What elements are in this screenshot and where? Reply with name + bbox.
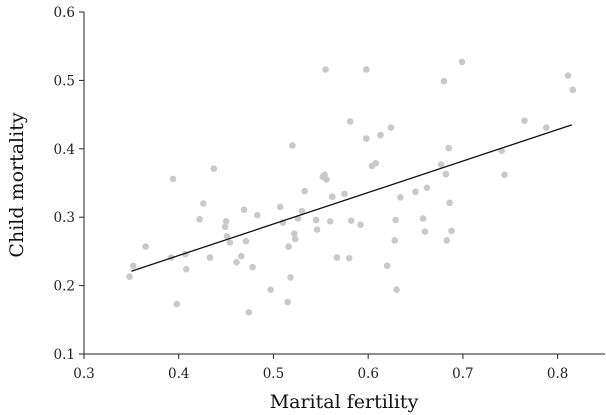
data-point: [206, 254, 214, 261]
x-tick-label: 0.3: [73, 366, 94, 382]
data-points: [126, 58, 577, 316]
data-point: [285, 243, 292, 250]
data-point: [443, 237, 451, 244]
data-point: [200, 200, 207, 207]
y-tick-label: 0.6: [54, 5, 75, 21]
data-point: [387, 124, 395, 131]
data-point: [313, 226, 321, 233]
data-point: [458, 58, 466, 66]
data-point: [276, 203, 284, 211]
data-point: [446, 199, 453, 207]
data-point: [284, 298, 291, 306]
x-axis: 0.3 0.4 0.5 0.6 0.7 0.8: [73, 353, 605, 382]
x-tick-label: 0.6: [357, 366, 378, 382]
data-point: [345, 254, 353, 262]
data-point: [346, 118, 354, 125]
data-point: [437, 161, 445, 168]
data-point: [291, 235, 299, 243]
data-point: [245, 308, 253, 316]
data-point: [501, 171, 508, 179]
data-point: [173, 300, 181, 308]
y-axis-title: Child mortality: [6, 112, 28, 257]
data-point: [442, 170, 450, 178]
y-tick-label: 0.4: [54, 142, 75, 158]
data-point: [419, 215, 427, 222]
data-point: [290, 230, 298, 237]
data-point: [326, 218, 334, 225]
data-point: [254, 211, 261, 219]
data-point: [233, 259, 240, 266]
data-point: [328, 193, 336, 200]
data-point: [323, 176, 330, 183]
data-point: [126, 273, 133, 281]
data-point: [242, 237, 250, 245]
data-point: [393, 286, 400, 294]
data-point: [412, 188, 419, 196]
data-point: [210, 165, 218, 172]
data-point: [289, 142, 296, 149]
data-point: [322, 66, 329, 73]
data-point: [445, 144, 453, 152]
data-point: [357, 221, 364, 229]
data-point: [298, 207, 306, 215]
data-point: [169, 175, 177, 183]
data-point: [312, 216, 320, 224]
data-point: [521, 117, 528, 125]
data-point: [222, 218, 230, 225]
data-point: [362, 135, 370, 142]
data-point: [129, 262, 137, 270]
data-point: [448, 227, 455, 235]
data-point: [542, 124, 550, 131]
y-tick-label: 0.3: [54, 210, 75, 226]
trend-line: [131, 124, 573, 272]
data-point: [237, 252, 245, 260]
data-point: [569, 86, 577, 94]
data-point: [142, 243, 149, 250]
x-tick-label: 0.4: [168, 366, 189, 382]
data-point: [226, 239, 234, 246]
x-axis-title: Marital fertility: [270, 391, 419, 413]
data-point: [392, 216, 399, 224]
y-tick-label: 0.1: [54, 347, 75, 363]
trend-line-group: [131, 124, 573, 272]
data-point: [341, 190, 348, 198]
data-point: [421, 228, 429, 235]
data-point: [267, 286, 274, 294]
data-point: [183, 265, 190, 273]
data-point: [383, 262, 391, 270]
x-tick-label: 0.5: [263, 366, 284, 382]
y-tick-label: 0.5: [54, 73, 75, 89]
data-point: [240, 206, 248, 213]
y-tick-label: 0.2: [54, 279, 75, 295]
data-point: [397, 194, 404, 201]
data-point: [362, 66, 370, 73]
data-point: [372, 159, 380, 167]
data-point: [287, 274, 294, 281]
data-point: [564, 72, 572, 79]
data-point: [249, 263, 256, 271]
data-point: [347, 217, 355, 224]
data-point: [223, 233, 231, 240]
data-point: [377, 131, 384, 139]
x-tick-label: 0.8: [547, 366, 568, 382]
data-point: [333, 254, 341, 261]
x-tick-label: 0.7: [452, 366, 473, 382]
data-point: [301, 187, 309, 195]
data-point: [196, 215, 203, 223]
data-point: [221, 223, 229, 231]
data-point: [440, 77, 448, 85]
y-axis: 0.1 0.2 0.3 0.4 0.5 0.6: [54, 5, 85, 363]
data-point: [423, 184, 431, 192]
data-point: [391, 237, 399, 244]
